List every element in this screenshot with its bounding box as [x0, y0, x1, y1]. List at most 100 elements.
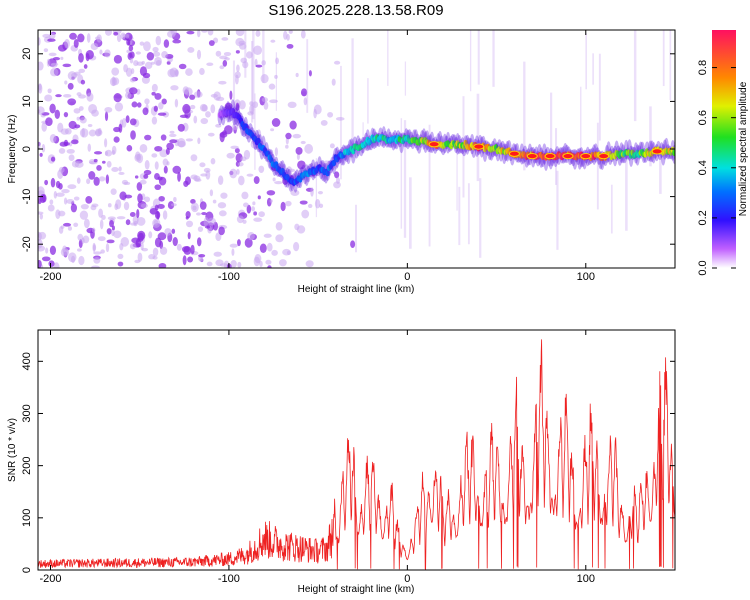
noise-blob — [204, 225, 211, 229]
noise-blob — [286, 166, 293, 177]
noise-blob — [275, 57, 279, 65]
noise-blob — [300, 140, 306, 145]
noise-blob — [151, 91, 156, 96]
noise-blob — [240, 57, 248, 64]
y-tick-label: -20 — [21, 236, 33, 252]
noise-blob — [335, 117, 345, 121]
colorbar-gradient — [712, 30, 736, 268]
noise-blob — [232, 123, 239, 131]
noise-blob — [246, 173, 254, 177]
noise-blob — [113, 93, 122, 103]
noise-blob — [199, 201, 207, 210]
noise-blob — [67, 82, 74, 90]
noise-blob — [129, 212, 136, 217]
noise-blob — [139, 143, 148, 153]
noise-blob — [130, 68, 135, 75]
noise-blob — [185, 211, 191, 219]
noise-blob — [62, 222, 72, 227]
noise-blob — [189, 94, 196, 100]
noise-blob — [113, 54, 123, 64]
noise-blob — [110, 188, 117, 195]
noise-blob — [63, 112, 69, 118]
noise-blob — [151, 153, 158, 158]
noise-blob — [38, 106, 45, 115]
noise-blob — [144, 196, 151, 203]
noise-blob — [38, 259, 42, 268]
noise-blob — [234, 148, 240, 154]
noise-blob — [44, 179, 49, 186]
noise-streak — [232, 60, 236, 129]
noise-blob — [93, 257, 101, 264]
noise-blob — [137, 102, 142, 108]
noise-blob — [47, 88, 52, 94]
noise-blob — [350, 240, 356, 249]
noise-blob — [300, 88, 308, 97]
noise-blob — [99, 49, 103, 55]
noise-blob — [120, 236, 130, 247]
noise-blob — [197, 137, 201, 145]
noise-blob — [66, 148, 75, 154]
noise-blob — [207, 30, 214, 36]
noise-streak — [275, 52, 278, 111]
noise-blob — [129, 118, 137, 126]
noise-blob — [60, 225, 65, 229]
noise-streak — [254, 93, 256, 170]
noise-blob — [206, 62, 214, 67]
noise-blob — [185, 68, 193, 76]
noise-blob — [307, 203, 313, 209]
spectrogram-y-axis-label: Frequency (Hz) — [7, 115, 18, 184]
noise-blob — [254, 58, 258, 67]
noise-blob — [85, 49, 94, 60]
noise-blob — [79, 210, 89, 220]
noise-blob — [68, 154, 75, 161]
noise-blob — [181, 246, 190, 253]
noise-blob — [230, 260, 237, 268]
x-tick-label: -200 — [39, 271, 61, 283]
noise-blob — [41, 122, 47, 132]
noise-blob — [177, 123, 185, 132]
noise-blob — [131, 101, 138, 108]
noise-blob — [193, 115, 198, 124]
noise-blob — [46, 58, 51, 67]
noise-blob — [58, 166, 65, 173]
noise-blob — [201, 30, 208, 33]
noise-blob — [274, 180, 283, 185]
noise-blob — [73, 196, 80, 201]
noise-blob — [93, 158, 98, 163]
noise-blob — [105, 30, 112, 36]
noise-blob — [261, 60, 266, 66]
noise-streak — [492, 30, 495, 87]
noise-blob — [80, 79, 86, 85]
noise-blob — [169, 130, 175, 134]
noise-blob — [235, 30, 245, 37]
noise-streak — [610, 184, 613, 234]
noise-streak — [456, 143, 458, 211]
noise-blob — [38, 83, 42, 91]
noise-blob — [100, 249, 105, 254]
noise-blob — [249, 101, 254, 106]
noise-blob — [201, 212, 207, 216]
noise-blob — [314, 198, 321, 209]
noise-blob — [111, 150, 115, 156]
ridge-peak — [562, 153, 574, 160]
noise-blob — [67, 98, 77, 106]
noise-blob — [229, 243, 238, 248]
noise-blob — [49, 245, 57, 255]
noise-blob — [274, 147, 278, 157]
noise-streak — [550, 92, 553, 159]
noise-blob — [164, 228, 172, 236]
noise-blob — [170, 85, 179, 91]
noise-blob — [162, 210, 168, 220]
ridge-point — [672, 149, 675, 157]
noise-blob — [197, 226, 204, 233]
noise-blob — [154, 92, 162, 100]
noise-blob — [77, 233, 84, 241]
noise-blob — [41, 256, 51, 262]
noise-blob — [79, 116, 87, 124]
noise-blob — [63, 197, 68, 205]
noise-blob — [178, 63, 187, 70]
noise-streak — [262, 30, 265, 83]
snr-panel: -200 -100 0 100 0 100 200 300 400 Height of str… — [7, 329, 676, 595]
noise-blob — [98, 176, 106, 182]
noise-blob — [99, 219, 104, 230]
